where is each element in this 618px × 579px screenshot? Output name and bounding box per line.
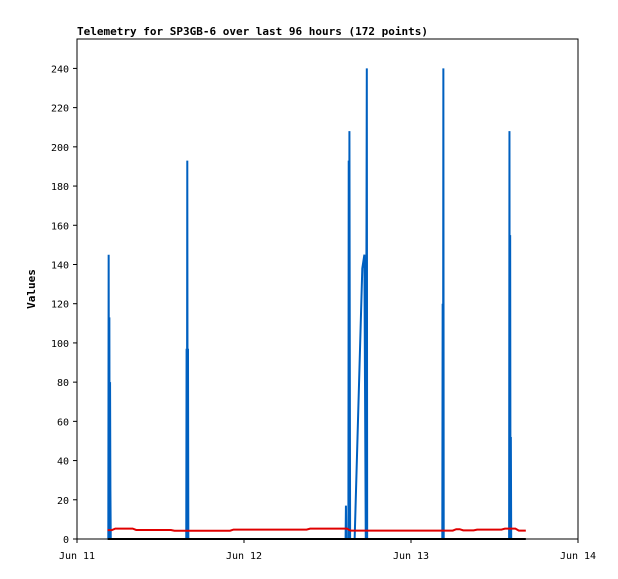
y-tick-label: 80 [57, 378, 69, 389]
y-tick-label: 200 [51, 143, 69, 154]
y-axis-label: Values [25, 269, 38, 309]
x-axis: Jun 11 Jun 12 Jun 13 Jun 14 [59, 539, 596, 562]
y-tick-label: 40 [57, 457, 69, 468]
x-tick-label: Jun 13 [393, 551, 429, 562]
y-tick-label: 240 [51, 64, 69, 75]
y-axis: 0 20 40 60 80 100 120 140 160 180 200 220 240 [51, 64, 77, 546]
y-tick-label: 100 [51, 339, 69, 350]
plot-area [76, 38, 579, 540]
y-tick-label: 220 [51, 104, 69, 115]
x-tick-label: Jun 12 [226, 551, 262, 562]
series-line-2 [107, 527, 526, 532]
series-group [107, 68, 526, 540]
chart-title: Telemetry for SP3GB-6 over last 96 hours… [77, 25, 428, 38]
y-tick-label: 20 [57, 496, 69, 507]
x-tick-label: Jun 14 [560, 551, 596, 562]
x-tick-label: Jun 11 [59, 551, 95, 562]
y-tick-label: 0 [63, 535, 69, 546]
y-tick-label: 120 [51, 300, 69, 311]
y-tick-label: 140 [51, 260, 69, 271]
y-tick-label: 160 [51, 221, 69, 232]
y-tick-label: 60 [57, 417, 69, 428]
y-tick-label: 180 [51, 182, 69, 193]
